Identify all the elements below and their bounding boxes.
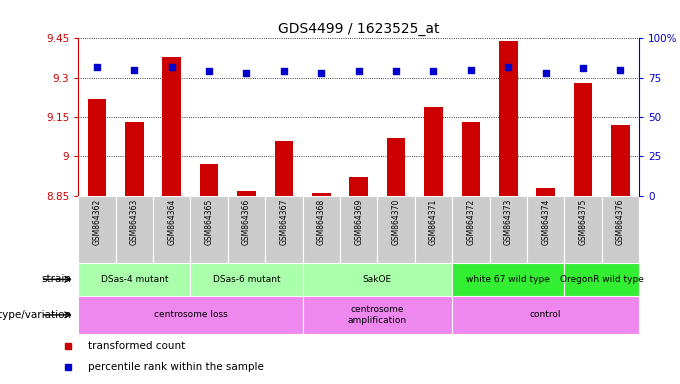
Text: GSM864363: GSM864363: [130, 199, 139, 245]
FancyBboxPatch shape: [452, 296, 639, 334]
Text: percentile rank within the sample: percentile rank within the sample: [88, 362, 265, 372]
Point: [390, 68, 401, 74]
Point: [353, 68, 364, 74]
FancyBboxPatch shape: [303, 196, 340, 263]
Text: SakOE: SakOE: [363, 275, 392, 284]
Text: GSM864374: GSM864374: [541, 199, 550, 245]
Text: GSM864375: GSM864375: [579, 199, 588, 245]
Bar: [350, 177, 368, 196]
FancyBboxPatch shape: [527, 196, 564, 263]
Bar: [200, 164, 218, 196]
Text: GSM864371: GSM864371: [429, 199, 438, 245]
Text: GSM864376: GSM864376: [616, 199, 625, 245]
Text: white 67 wild type: white 67 wild type: [466, 275, 550, 284]
Text: GSM864372: GSM864372: [466, 199, 475, 245]
Point: [465, 67, 476, 73]
Point: [577, 65, 588, 71]
Text: GSM864365: GSM864365: [205, 199, 214, 245]
FancyBboxPatch shape: [190, 263, 303, 296]
Bar: [237, 190, 256, 196]
Text: strain: strain: [41, 274, 71, 285]
Text: DSas-4 mutant: DSas-4 mutant: [101, 275, 168, 284]
Point: [129, 67, 140, 73]
Bar: [424, 107, 443, 196]
Bar: [387, 138, 405, 196]
FancyBboxPatch shape: [415, 196, 452, 263]
Point: [428, 68, 439, 74]
Point: [241, 70, 252, 76]
Text: GSM864373: GSM864373: [504, 199, 513, 245]
Bar: [574, 83, 592, 196]
FancyBboxPatch shape: [452, 196, 490, 263]
FancyBboxPatch shape: [564, 196, 602, 263]
FancyBboxPatch shape: [303, 296, 452, 334]
Bar: [462, 122, 480, 196]
Point: [316, 70, 326, 76]
Text: GSM864366: GSM864366: [242, 199, 251, 245]
Text: GSM864369: GSM864369: [354, 199, 363, 245]
Text: centrosome
amplification: centrosome amplification: [348, 305, 407, 324]
FancyBboxPatch shape: [78, 263, 190, 296]
Point: [503, 64, 514, 70]
FancyBboxPatch shape: [340, 196, 377, 263]
Title: GDS4499 / 1623525_at: GDS4499 / 1623525_at: [278, 22, 439, 36]
Point: [615, 67, 626, 73]
FancyBboxPatch shape: [377, 196, 415, 263]
Bar: [88, 99, 106, 196]
Bar: [275, 141, 293, 196]
Text: GSM864364: GSM864364: [167, 199, 176, 245]
FancyBboxPatch shape: [78, 196, 116, 263]
Bar: [611, 125, 630, 196]
Text: GSM864368: GSM864368: [317, 199, 326, 245]
Point: [279, 68, 290, 74]
Point: [203, 68, 214, 74]
FancyBboxPatch shape: [116, 196, 153, 263]
Bar: [312, 193, 330, 196]
Bar: [163, 57, 181, 196]
Point: [91, 64, 103, 70]
FancyBboxPatch shape: [228, 196, 265, 263]
FancyBboxPatch shape: [153, 196, 190, 263]
FancyBboxPatch shape: [564, 263, 639, 296]
Text: GSM864367: GSM864367: [279, 199, 288, 245]
Text: GSM864370: GSM864370: [392, 199, 401, 245]
FancyBboxPatch shape: [265, 196, 303, 263]
FancyBboxPatch shape: [190, 196, 228, 263]
Point: [540, 70, 551, 76]
FancyBboxPatch shape: [602, 196, 639, 263]
Text: GSM864362: GSM864362: [92, 199, 101, 245]
Text: control: control: [530, 310, 562, 319]
Bar: [537, 188, 555, 196]
FancyBboxPatch shape: [452, 263, 564, 296]
Text: centrosome loss: centrosome loss: [154, 310, 227, 319]
Bar: [499, 41, 517, 196]
FancyBboxPatch shape: [78, 296, 303, 334]
Bar: [125, 122, 143, 196]
Text: OregonR wild type: OregonR wild type: [560, 275, 644, 284]
Text: transformed count: transformed count: [88, 341, 186, 351]
FancyBboxPatch shape: [490, 196, 527, 263]
Text: genotype/variation: genotype/variation: [0, 310, 71, 320]
Text: DSas-6 mutant: DSas-6 mutant: [213, 275, 280, 284]
Point: [166, 64, 177, 70]
FancyBboxPatch shape: [303, 263, 452, 296]
